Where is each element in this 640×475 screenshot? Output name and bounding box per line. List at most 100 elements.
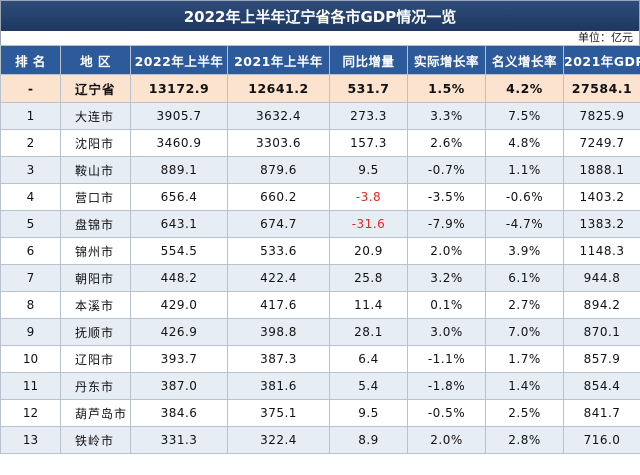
- cell-rank: 7: [0, 264, 61, 292]
- cell-rank: 6: [0, 237, 61, 265]
- cell-region: 辽阳市: [60, 345, 131, 373]
- cell-region: 鞍山市: [60, 156, 131, 184]
- cell-region: 铁岭市: [60, 426, 131, 454]
- gdp-table: 排 名 地 区 2022年上半年 2021年上半年 同比增量 实际增长率 名义增…: [0, 45, 640, 454]
- cell-nominal-growth: 2.8%: [485, 426, 564, 454]
- cell-real-growth: -7.9%: [407, 210, 486, 238]
- cell-h1-2021: 398.8: [227, 318, 330, 346]
- cell-nominal-growth: 1.7%: [485, 345, 564, 373]
- cell-real-growth: 3.2%: [407, 264, 486, 292]
- cell-h1-2022: 554.5: [130, 237, 228, 265]
- table-row: 9 抚顺市 426.9 398.8 28.1 3.0% 7.0% 870.1: [0, 318, 640, 346]
- cell-gdp-2021: 1888.1: [563, 156, 640, 184]
- cell-h1-2022: 656.4: [130, 183, 228, 211]
- cell-nominal-growth: 3.9%: [485, 237, 564, 265]
- cell-gdp-2021: 1403.2: [563, 183, 640, 211]
- cell-gdp-2021: 894.2: [563, 291, 640, 319]
- cell-gdp-2021: 841.7: [563, 399, 640, 427]
- province-total-row: - 辽宁省 13172.9 12641.2 531.7 1.5% 4.2% 27…: [0, 74, 640, 103]
- cell-region: 辽宁省: [60, 74, 131, 103]
- header-h1-2022[interactable]: 2022年上半年: [130, 45, 228, 75]
- cell-real-growth: 2.0%: [407, 426, 486, 454]
- table-row: 3 鞍山市 889.1 879.6 9.5 -0.7% 1.1% 1888.1: [0, 156, 640, 184]
- table-row: 12 葫芦岛市 384.6 375.1 9.5 -0.5% 2.5% 841.7: [0, 399, 640, 427]
- cell-h1-2021: 387.3: [227, 345, 330, 373]
- cell-increase: 20.9: [329, 237, 408, 265]
- cell-increase: 157.3: [329, 129, 408, 157]
- cell-h1-2022: 448.2: [130, 264, 228, 292]
- header-region[interactable]: 地 区: [60, 45, 131, 75]
- cell-h1-2022: 387.0: [130, 372, 228, 400]
- cell-h1-2021: 879.6: [227, 156, 330, 184]
- cell-region: 抚顺市: [60, 318, 131, 346]
- cell-nominal-growth: 1.1%: [485, 156, 564, 184]
- table-row: 11 丹东市 387.0 381.6 5.4 -1.8% 1.4% 854.4: [0, 372, 640, 400]
- cell-real-growth: -3.5%: [407, 183, 486, 211]
- table-row: 10 辽阳市 393.7 387.3 6.4 -1.1% 1.7% 857.9: [0, 345, 640, 373]
- cell-region: 大连市: [60, 102, 131, 130]
- cell-increase: 28.1: [329, 318, 408, 346]
- cell-increase: 9.5: [329, 399, 408, 427]
- cell-nominal-growth: 7.5%: [485, 102, 564, 130]
- cell-region: 葫芦岛市: [60, 399, 131, 427]
- cell-gdp-2021: 716.0: [563, 426, 640, 454]
- header-h1-2021[interactable]: 2021年上半年: [227, 45, 330, 75]
- cell-gdp-2021: 7825.9: [563, 102, 640, 130]
- cell-rank: 1: [0, 102, 61, 130]
- cell-real-growth: 1.5%: [407, 74, 486, 103]
- header-rank[interactable]: 排 名: [0, 45, 61, 75]
- cell-nominal-growth: 2.5%: [485, 399, 564, 427]
- cell-rank: 11: [0, 372, 61, 400]
- cell-increase: 5.4: [329, 372, 408, 400]
- cell-h1-2021: 381.6: [227, 372, 330, 400]
- header-nominal-growth[interactable]: 名义增长率: [485, 45, 564, 75]
- cell-h1-2022: 3905.7: [130, 102, 228, 130]
- cell-real-growth: 2.0%: [407, 237, 486, 265]
- cell-h1-2021: 674.7: [227, 210, 330, 238]
- cell-gdp-2021: 7249.7: [563, 129, 640, 157]
- table-row: 1 大连市 3905.7 3632.4 273.3 3.3% 7.5% 7825.9: [0, 102, 640, 130]
- cell-increase: 8.9: [329, 426, 408, 454]
- cell-h1-2021: 322.4: [227, 426, 330, 454]
- cell-nominal-growth: 6.1%: [485, 264, 564, 292]
- cell-real-growth: 3.0%: [407, 318, 486, 346]
- cell-real-growth: 2.6%: [407, 129, 486, 157]
- table-row: 8 本溪市 429.0 417.6 11.4 0.1% 2.7% 894.2: [0, 291, 640, 319]
- table-row: 2 沈阳市 3460.9 3303.6 157.3 2.6% 4.8% 7249.7: [0, 129, 640, 157]
- table-row: 6 锦州市 554.5 533.6 20.9 2.0% 3.9% 1148.3: [0, 237, 640, 265]
- cell-increase: 9.5: [329, 156, 408, 184]
- cell-region: 本溪市: [60, 291, 131, 319]
- cell-rank: 13: [0, 426, 61, 454]
- cell-h1-2021: 3303.6: [227, 129, 330, 157]
- header-real-growth[interactable]: 实际增长率: [407, 45, 486, 75]
- cell-h1-2021: 660.2: [227, 183, 330, 211]
- cell-increase: 11.4: [329, 291, 408, 319]
- cell-real-growth: -1.1%: [407, 345, 486, 373]
- cell-h1-2022: 643.1: [130, 210, 228, 238]
- cell-region: 朝阳市: [60, 264, 131, 292]
- cell-region: 盘锦市: [60, 210, 131, 238]
- unit-row: 单位：亿元: [0, 31, 640, 45]
- cell-nominal-growth: 2.7%: [485, 291, 564, 319]
- cell-rank: 4: [0, 183, 61, 211]
- cell-rank: 10: [0, 345, 61, 373]
- header-increase[interactable]: 同比增量: [329, 45, 408, 75]
- cell-h1-2022: 331.3: [130, 426, 228, 454]
- cell-rank: 12: [0, 399, 61, 427]
- cell-rank: -: [0, 74, 61, 103]
- cell-rank: 2: [0, 129, 61, 157]
- cell-increase: -3.8: [329, 183, 408, 211]
- cell-h1-2022: 3460.9: [130, 129, 228, 157]
- cell-gdp-2021: 1383.2: [563, 210, 640, 238]
- header-gdp-2021[interactable]: 2021年GDP: [563, 45, 640, 75]
- cell-nominal-growth: 1.4%: [485, 372, 564, 400]
- table-row: 7 朝阳市 448.2 422.4 25.8 3.2% 6.1% 944.8: [0, 264, 640, 292]
- cell-h1-2021: 3632.4: [227, 102, 330, 130]
- cell-gdp-2021: 27584.1: [563, 74, 640, 103]
- cell-h1-2021: 533.6: [227, 237, 330, 265]
- cell-h1-2022: 889.1: [130, 156, 228, 184]
- cell-gdp-2021: 1148.3: [563, 237, 640, 265]
- cell-h1-2021: 417.6: [227, 291, 330, 319]
- cell-increase: 6.4: [329, 345, 408, 373]
